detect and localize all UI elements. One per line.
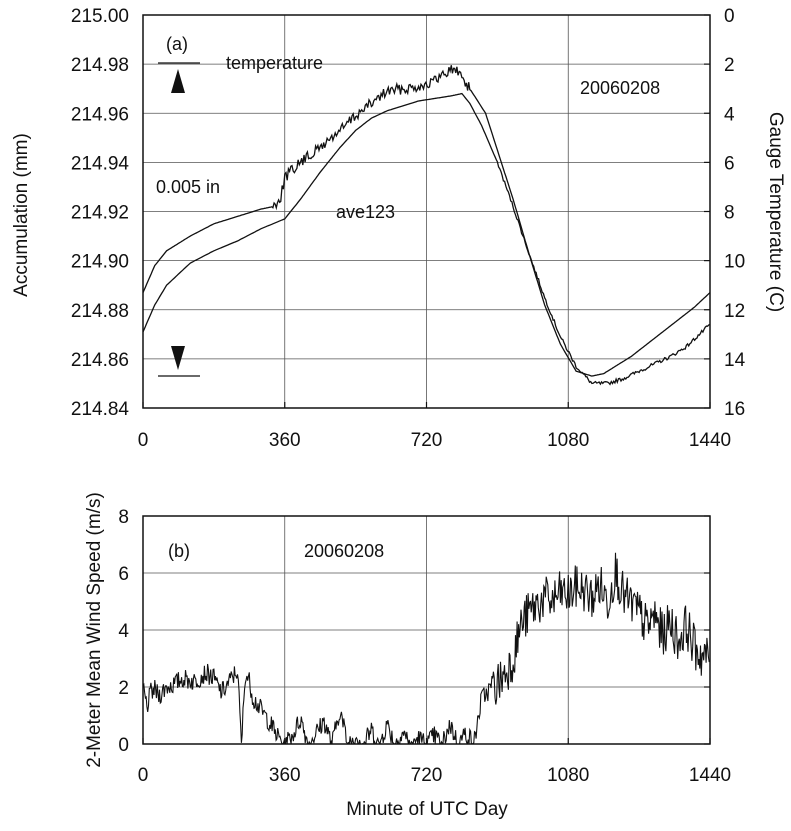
panel-b-y-axis-label: 2-Meter Mean Wind Speed (m/s) [84, 492, 105, 768]
panel-a-y-tick-label: 215.00 [71, 6, 129, 27]
panel-a-right-tick-label: 6 [724, 153, 735, 174]
panel-a-right-tick-label: 14 [724, 350, 746, 371]
panel-b-frame [142, 515, 711, 745]
panel-a-y-tick-label: 214.92 [71, 203, 129, 224]
panel-a-y-tick-label: 214.94 [71, 153, 130, 174]
panel-a-right-tick-label: 10 [724, 252, 745, 273]
panel-a-x-tick-label: 360 [269, 430, 301, 451]
panel-b-x-axis-label: Minute of UTC Day [346, 799, 508, 820]
panel-b-y-tick-label: 8 [118, 507, 129, 528]
panel-a-y-tick-label: 214.84 [71, 399, 130, 420]
panel-b-label: (b) [168, 541, 190, 561]
temperature-annotation: temperature [226, 53, 323, 73]
panel-a-frame [142, 14, 711, 409]
panel-a-y-axis-label: Accumulation (mm) [11, 133, 32, 297]
panel-a-right-tick-label: 16 [724, 399, 745, 420]
scale-down-arrow [171, 346, 185, 370]
panel-b-y-tick-label: 4 [118, 621, 129, 642]
panel-a-y-tick-label: 214.98 [71, 55, 129, 76]
ave-annotation: ave123 [336, 202, 395, 222]
panel-b-date-label: 20060208 [304, 541, 384, 561]
panel-a-x-tick-label: 1440 [689, 430, 731, 451]
temperature-series-line [142, 65, 711, 377]
panel-a-y-tick-label: 214.90 [71, 252, 129, 273]
scale-annotation: 0.005 in [156, 177, 220, 197]
panel-b-x-tick-label: 360 [269, 765, 301, 786]
wind-speed-series-line [143, 552, 710, 744]
panel-b-y-tick-label: 2 [118, 678, 129, 699]
scale-up-arrow [171, 69, 185, 93]
panel-b-y-tick-label: 6 [118, 564, 129, 585]
panel-b-y-tick-label: 0 [118, 735, 129, 756]
panel-b: (b) 20060208 2-Meter Mean Wind Speed (m/… [84, 492, 508, 820]
panel-a-y-tick-label: 214.86 [71, 350, 129, 371]
panel-a-x-tick-label: 720 [411, 430, 443, 451]
panel-a-right-tick-label: 0 [724, 6, 735, 27]
panel-a-right-tick-label: 4 [724, 104, 735, 125]
panel-b-x-tick-label: 0 [138, 765, 149, 786]
panel-a-right-tick-label: 12 [724, 301, 745, 322]
panel-a: (a) 20060208 temperature 0.005 in ave123… [11, 34, 786, 312]
panel-a-right-axis-label: Gauge Temperature (C) [765, 112, 786, 312]
panel-a-right-tick-label: 2 [724, 55, 735, 76]
panel-a-date-label: 20060208 [580, 78, 660, 98]
panel-a-x-tick-label: 1080 [547, 430, 589, 451]
panel-a-label: (a) [166, 34, 188, 54]
ave123-series-line [142, 92, 711, 386]
panel-a-x-tick-label: 0 [138, 430, 149, 451]
panel-a-y-tick-label: 214.96 [71, 104, 129, 125]
panel-a-y-tick-label: 214.88 [71, 301, 129, 322]
panel-b-x-tick-label: 1440 [689, 765, 731, 786]
panel-b-x-tick-label: 720 [411, 765, 443, 786]
panel-b-x-tick-label: 1080 [547, 765, 589, 786]
panel-a-right-tick-label: 8 [724, 203, 735, 224]
